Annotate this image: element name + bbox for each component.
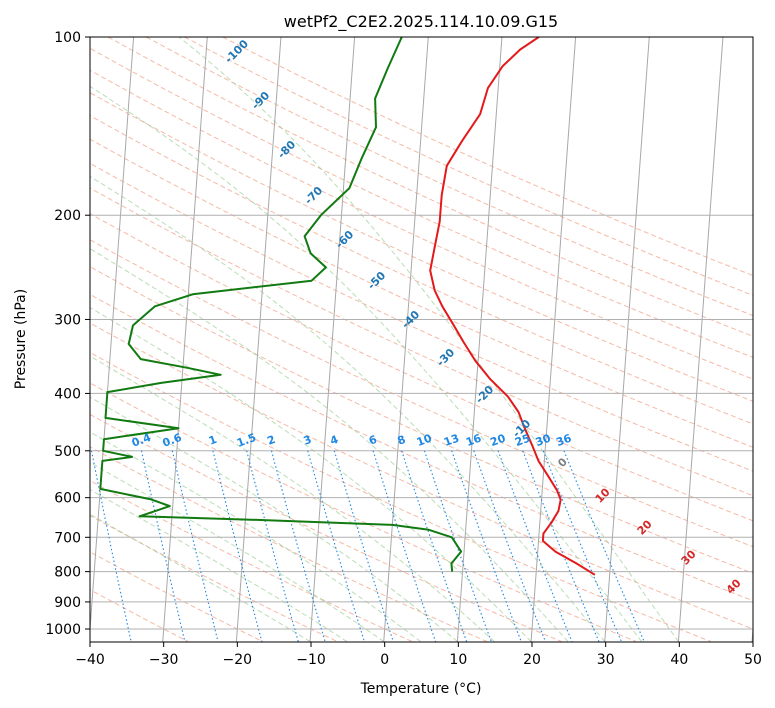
x-tick-label: 50 xyxy=(744,652,762,668)
mixing-ratio-line xyxy=(307,450,365,642)
profile-lines xyxy=(99,37,596,576)
mixing-ratio-label: 20 xyxy=(488,431,507,449)
isobars xyxy=(90,37,753,630)
dry-adiabat xyxy=(184,37,753,296)
mixing-ratio-line xyxy=(563,450,645,642)
chart-title: wetPf2_C2E2.2025.114.10.09.G15 xyxy=(284,12,558,32)
y-axis-title: Pressure (hPa) xyxy=(13,289,29,389)
profile-line xyxy=(99,37,463,572)
x-tick-label: 20 xyxy=(523,652,541,668)
mixing-ratio-label: 25 xyxy=(513,432,532,449)
y-tick-label: 800 xyxy=(54,565,81,581)
mixing-ratio-label: 2 xyxy=(265,433,277,448)
dry-adiabat xyxy=(90,293,753,602)
moist-adiabat xyxy=(90,248,569,642)
mixing-ratio-label: 0.6 xyxy=(161,431,184,450)
x-tick-label: 10 xyxy=(449,652,467,668)
mixing-ratio-label: 3 xyxy=(302,433,314,448)
isotherm-line xyxy=(235,37,282,642)
x-tick-label: 40 xyxy=(670,652,688,668)
dry-adiabat xyxy=(90,266,753,574)
mixing-ratio-line xyxy=(90,450,132,642)
mixing-ratio-label: 4 xyxy=(328,433,340,448)
mixing-ratio-line xyxy=(270,450,326,642)
y-tick-label: 100 xyxy=(54,30,81,46)
isotherms xyxy=(90,37,753,642)
isotherm-line xyxy=(530,37,577,642)
moist-adiabat xyxy=(90,306,532,642)
y-tick-label: 200 xyxy=(54,208,81,224)
dry-adiabat xyxy=(90,115,753,425)
dry-adiabats xyxy=(90,37,753,642)
isotherm-line xyxy=(309,37,356,642)
mixing-ratio-label: 6 xyxy=(367,433,379,448)
mixing-ratio-line xyxy=(246,450,299,642)
x-tick-label: −20 xyxy=(223,652,253,668)
mixing-ratio-label: 1.5 xyxy=(235,431,258,450)
dry-adiabat xyxy=(90,138,753,448)
y-tick-label: 900 xyxy=(54,595,81,611)
dry-adiabat xyxy=(90,69,753,380)
x-tick-label: −10 xyxy=(296,652,326,668)
moist-adiabat xyxy=(90,175,606,642)
x-tick-label: −30 xyxy=(149,652,179,668)
isotherm-line xyxy=(604,37,650,642)
profile-line xyxy=(429,37,596,576)
moist-adiabat xyxy=(90,85,642,642)
mixing-ratio-line xyxy=(372,450,437,642)
moist-adiabat xyxy=(90,396,458,642)
x-axis-title: Temperature (°C) xyxy=(360,681,482,697)
dry-adiabat xyxy=(107,37,753,337)
y-tick-label: 400 xyxy=(54,386,81,402)
isotherm-line xyxy=(383,37,429,642)
mixing-ratio-label: 36 xyxy=(554,431,573,449)
isotherm-line xyxy=(90,37,135,636)
mixing-ratio-line xyxy=(333,450,394,642)
mixing-ratio-line xyxy=(451,450,522,642)
plot-area xyxy=(90,37,753,642)
mixing-ratio-line xyxy=(140,450,186,642)
mixing-ratio-label: 1 xyxy=(207,433,219,448)
dry-adiabat xyxy=(90,239,753,548)
moist-adiabat xyxy=(90,431,421,642)
mixing-ratio-line xyxy=(171,450,219,642)
mixing-ratio-line xyxy=(401,450,468,642)
mixing-ratio-label: 8 xyxy=(396,433,408,448)
axis-ticks: −40 −30 −20 −10 0 10 20 30 40 5010020030040050060… xyxy=(45,30,762,668)
mixing-ratio-label: 10 xyxy=(415,431,434,449)
mixing-ratio-line xyxy=(212,450,263,642)
y-tick-label: 700 xyxy=(54,530,81,546)
y-tick-label: 600 xyxy=(54,491,81,507)
dry-adiabat xyxy=(90,213,753,522)
mixing-ratio-label: 30 xyxy=(534,431,553,449)
plot-frame xyxy=(89,36,754,643)
moist-adiabat xyxy=(178,37,679,642)
isotherm-line xyxy=(677,37,724,642)
isotherm-line xyxy=(162,37,208,642)
y-tick-label: 500 xyxy=(54,444,81,460)
isotherm-line xyxy=(456,37,503,642)
x-tick-label: 30 xyxy=(597,652,615,668)
mixing-ratio-lines xyxy=(90,450,645,642)
mixing-ratio-label: 16 xyxy=(464,431,483,449)
x-tick-label: −40 xyxy=(75,652,105,668)
mixing-ratio-label: 0.4 xyxy=(130,431,153,450)
y-tick-label: 1000 xyxy=(45,622,81,638)
mixing-ratio-label: 13 xyxy=(442,432,461,449)
dry-adiabat xyxy=(90,47,753,358)
y-tick-label: 300 xyxy=(54,312,81,328)
moist-adiabat xyxy=(90,461,384,642)
x-tick-label: 0 xyxy=(380,652,389,668)
dry-adiabat xyxy=(90,187,753,497)
